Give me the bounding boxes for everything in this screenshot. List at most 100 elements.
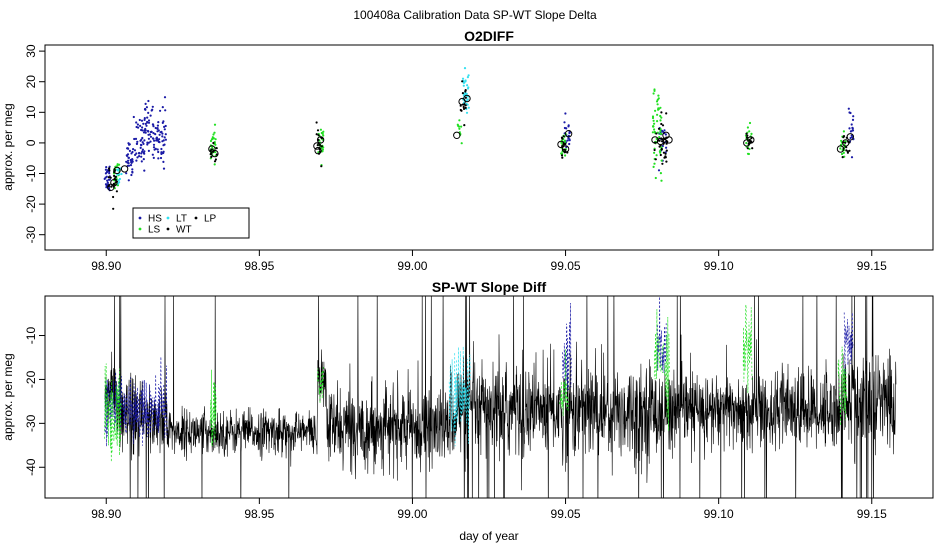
point-WT — [660, 148, 663, 151]
mean-marker-LP — [120, 165, 129, 173]
overlay-LS — [837, 346, 848, 426]
point-LS — [652, 165, 655, 168]
mean-marker-LP — [842, 139, 850, 147]
overlay-HS — [562, 302, 572, 400]
point-WT — [210, 148, 213, 151]
o2diff-xtick-label: 99.15 — [857, 259, 887, 273]
point-HS — [132, 148, 135, 151]
point-LS — [660, 146, 663, 149]
point-HS — [129, 164, 133, 167]
point-WT — [659, 153, 662, 157]
point-HS — [143, 169, 146, 172]
mean-marker-LP — [316, 136, 325, 144]
point-WT — [845, 149, 848, 152]
point-HS — [149, 140, 152, 143]
point-HS — [127, 142, 130, 145]
point-WT — [750, 137, 753, 140]
o2diff-axes: 98.90 98.95 99.00 99.05 99.10 99.15 -30 -20 -10 0… — [24, 44, 887, 273]
o2diff-ytick-label: -20 — [24, 195, 38, 213]
point-HS — [108, 172, 111, 175]
point-HS — [163, 96, 167, 99]
point-HS — [136, 156, 139, 159]
point-HS — [159, 109, 162, 112]
point-HS — [143, 129, 146, 132]
point-HS — [164, 138, 167, 141]
point-WT — [653, 148, 656, 152]
point-HS — [847, 107, 850, 110]
point-HS — [568, 142, 571, 146]
legend-marker-wt — [166, 227, 170, 231]
point-LT — [466, 76, 469, 79]
point-WT — [745, 136, 749, 139]
o2diff-xtick-label: 99.05 — [551, 259, 581, 273]
point-WT — [107, 176, 110, 179]
point-WT — [845, 146, 848, 149]
point-HS — [135, 125, 138, 129]
point-WT — [846, 151, 850, 154]
point-LS — [653, 128, 656, 131]
point-WT — [320, 145, 323, 148]
point-WT — [661, 124, 665, 127]
point-HS — [850, 123, 853, 126]
point-LS — [653, 162, 656, 165]
point-HS — [141, 148, 144, 151]
slope-diff-xtick-label: 99.10 — [704, 507, 734, 521]
point-LS — [656, 120, 659, 123]
point-HS — [138, 118, 141, 122]
point-LS — [458, 119, 461, 122]
point-HS — [157, 150, 160, 154]
point-LS — [564, 154, 567, 157]
o2diff-title: O2DIFF — [464, 28, 514, 44]
point-LS — [320, 131, 323, 135]
point-HS — [657, 169, 661, 172]
point-HS — [135, 121, 138, 124]
mean-marker-LP — [453, 131, 461, 140]
point-LS — [660, 159, 663, 162]
point-HS — [140, 155, 143, 158]
point-HS — [151, 153, 154, 156]
point-HS — [147, 137, 150, 140]
point-HS — [157, 157, 160, 160]
point-WT — [464, 96, 467, 99]
point-LS — [460, 142, 463, 145]
point-LS — [659, 132, 662, 135]
point-HS — [566, 139, 569, 142]
point-HS — [103, 177, 106, 180]
legend-label-hs: HS — [148, 214, 162, 225]
mean-marker-LP — [747, 136, 755, 144]
point-HS — [850, 134, 853, 137]
point-WT — [745, 132, 748, 135]
point-HS — [163, 136, 166, 139]
mean-marker-LP — [463, 94, 471, 103]
point-HS — [129, 158, 132, 162]
slope-diff-xtick-label: 99.15 — [857, 507, 887, 521]
point-HS — [164, 133, 167, 136]
slope-diff-panel: SP-WT Slope Diff approx. per meg day of … — [1, 279, 934, 543]
point-HS — [140, 119, 144, 122]
slope-diff-ytick-label: -10 — [24, 327, 38, 345]
point-WT — [213, 160, 217, 163]
point-HS — [139, 124, 142, 127]
point-HS — [162, 167, 166, 170]
mean-marker-LP — [211, 149, 219, 158]
legend-marker-lp — [194, 216, 198, 220]
o2diff-xtick-label: 98.95 — [244, 259, 274, 273]
point-HS — [142, 158, 145, 161]
o2diff-ytick-label: 10 — [24, 105, 38, 119]
point-WT — [561, 156, 564, 159]
point-HS — [125, 172, 128, 175]
point-HS — [126, 153, 130, 156]
point-HS — [143, 152, 146, 155]
slope-diff-ytick-label: -30 — [24, 414, 38, 432]
point-LS — [652, 119, 655, 122]
point-LS — [659, 151, 662, 154]
point-HS — [164, 109, 167, 112]
point-HS — [130, 173, 133, 177]
point-HS — [567, 137, 570, 140]
mean-marker-LP — [836, 145, 845, 153]
point-LT — [463, 81, 466, 84]
o2diff-marks — [103, 67, 855, 210]
point-LT — [464, 79, 467, 82]
point-WT — [113, 183, 116, 186]
point-LS — [659, 130, 662, 133]
